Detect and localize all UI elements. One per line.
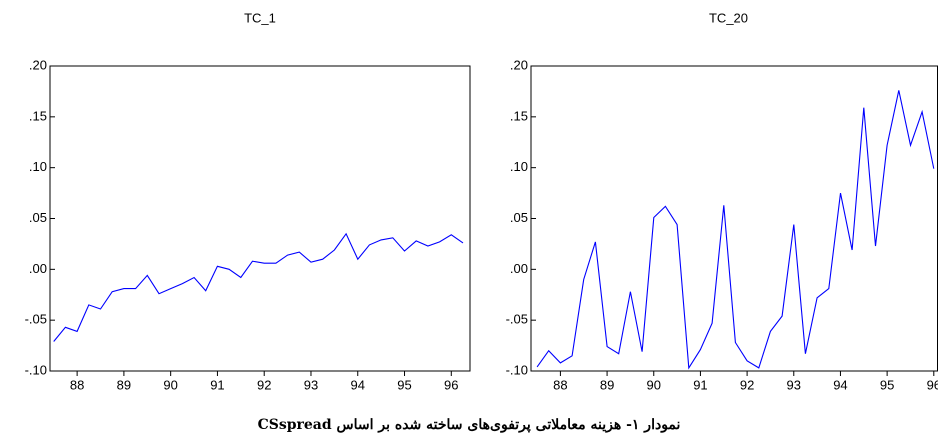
x-tick-label: 90: [163, 377, 177, 392]
y-tick-label: .20: [29, 57, 47, 72]
x-tick-label: 89: [117, 377, 131, 392]
caption: نمودار ۱- هزینه معاملاتی پرتفوی‌های ساخت…: [258, 417, 681, 433]
y-tick-label: .00: [29, 261, 47, 276]
x-tick-label: 96: [444, 377, 458, 392]
x-tick-label: 93: [304, 377, 318, 392]
y-tick-label: .00: [510, 261, 528, 276]
x-tick-label: 95: [880, 377, 894, 392]
y-tick-label: .15: [510, 108, 528, 123]
x-tick-label: 94: [351, 377, 365, 392]
x-tick-label: 91: [693, 377, 707, 392]
y-tick-label: -.05: [506, 312, 528, 327]
y-tick-label: .10: [29, 159, 47, 174]
y-tick-label: .05: [510, 210, 528, 225]
y-tick-label: -.10: [25, 362, 47, 377]
x-tick-label: 91: [210, 377, 224, 392]
y-tick-label: .05: [29, 210, 47, 225]
series-line: [536, 90, 935, 370]
x-tick-label: 92: [740, 377, 754, 392]
chart-title: TC_20: [709, 10, 748, 25]
chart-title: TC_1: [244, 10, 276, 25]
y-tick-label: .15: [29, 108, 47, 123]
y-tick-label: -.10: [506, 362, 528, 377]
x-tick-label: 93: [787, 377, 801, 392]
x-tick-label: 88: [553, 377, 567, 392]
y-tick-label: .10: [510, 159, 528, 174]
x-tick-label: 88: [70, 377, 84, 392]
x-tick-label: 94: [833, 377, 847, 392]
series-line: [53, 232, 464, 342]
x-tick-label: 96: [927, 377, 938, 392]
plot-frame: [49, 65, 471, 372]
y-tick-label: .20: [510, 57, 528, 72]
y-tick-label: -.05: [25, 312, 47, 327]
x-tick-label: 95: [397, 377, 411, 392]
x-tick-label: 89: [600, 377, 614, 392]
x-tick-label: 92: [257, 377, 271, 392]
x-tick-label: 90: [647, 377, 661, 392]
